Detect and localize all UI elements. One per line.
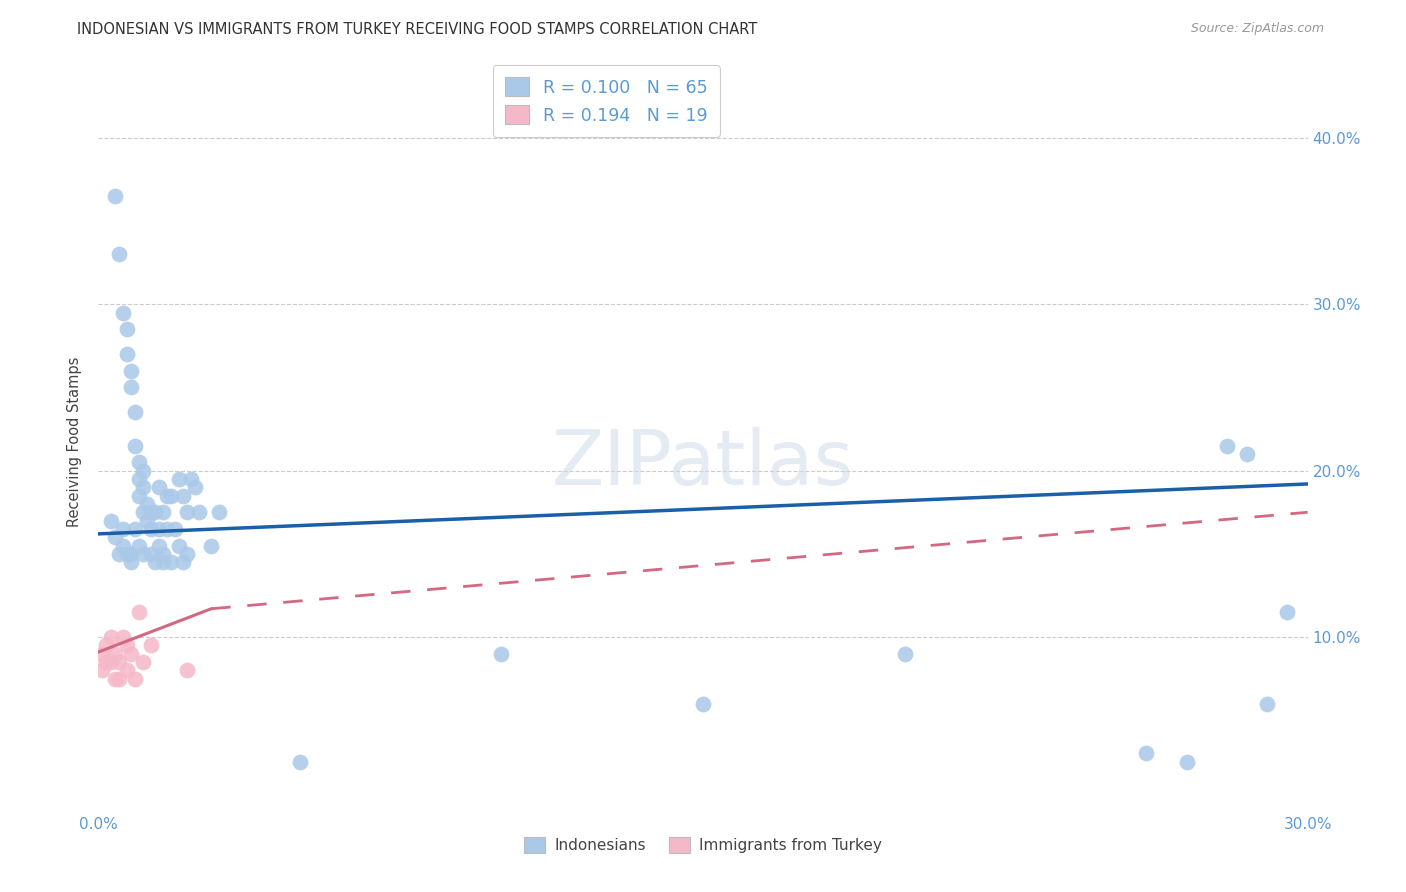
Point <box>184 480 207 494</box>
Point <box>96 655 118 669</box>
Point <box>91 647 114 661</box>
Point <box>160 555 183 569</box>
Point <box>100 630 122 644</box>
Point <box>692 697 714 711</box>
Point <box>176 663 198 677</box>
Point <box>111 522 134 536</box>
Point <box>111 305 134 319</box>
Point <box>148 539 170 553</box>
Point <box>156 522 179 536</box>
Point <box>128 455 150 469</box>
Point <box>152 555 174 569</box>
Point <box>128 472 150 486</box>
Point <box>152 547 174 561</box>
Point <box>1277 605 1299 619</box>
Point <box>124 405 146 419</box>
Point <box>103 189 125 203</box>
Point <box>128 539 150 553</box>
Point <box>1175 755 1198 769</box>
Point <box>148 522 170 536</box>
Point <box>491 647 513 661</box>
Point <box>111 630 134 644</box>
Point <box>148 480 170 494</box>
Point <box>120 380 142 394</box>
Point <box>1135 747 1157 761</box>
Text: ZIPatlas: ZIPatlas <box>551 426 855 500</box>
Y-axis label: Receiving Food Stamps: Receiving Food Stamps <box>67 356 83 527</box>
Point <box>163 522 186 536</box>
Point <box>176 547 198 561</box>
Point <box>132 464 155 478</box>
Point <box>120 547 142 561</box>
Point <box>139 522 162 536</box>
Point <box>100 514 122 528</box>
Point <box>103 672 125 686</box>
Point <box>176 505 198 519</box>
Point <box>132 655 155 669</box>
Point <box>115 638 138 652</box>
Point <box>167 539 190 553</box>
Point <box>115 347 138 361</box>
Point <box>143 555 166 569</box>
Point <box>167 472 190 486</box>
Point <box>124 522 146 536</box>
Point <box>120 364 142 378</box>
Point <box>1256 697 1278 711</box>
Point <box>200 539 222 553</box>
Point <box>115 547 138 561</box>
Point <box>188 505 211 519</box>
Point <box>1216 439 1239 453</box>
Point <box>160 489 183 503</box>
Point <box>893 647 915 661</box>
Point <box>172 555 194 569</box>
Point <box>124 672 146 686</box>
Point <box>132 505 155 519</box>
Point <box>115 322 138 336</box>
Text: INDONESIAN VS IMMIGRANTS FROM TURKEY RECEIVING FOOD STAMPS CORRELATION CHART: INDONESIAN VS IMMIGRANTS FROM TURKEY REC… <box>77 22 758 37</box>
Point <box>288 755 311 769</box>
Point <box>120 647 142 661</box>
Point <box>135 497 157 511</box>
Point <box>120 555 142 569</box>
Point <box>1236 447 1258 461</box>
Point <box>128 605 150 619</box>
Point <box>128 489 150 503</box>
Point <box>172 489 194 503</box>
Point <box>139 547 162 561</box>
Point <box>135 514 157 528</box>
Point <box>107 672 129 686</box>
Point <box>107 655 129 669</box>
Point <box>156 489 179 503</box>
Point <box>100 655 122 669</box>
Point <box>111 539 134 553</box>
Point <box>208 505 231 519</box>
Legend: Indonesians, Immigrants from Turkey: Indonesians, Immigrants from Turkey <box>517 830 889 860</box>
Point <box>139 638 162 652</box>
Point <box>115 663 138 677</box>
Point <box>139 505 162 519</box>
Point <box>152 505 174 519</box>
Point <box>103 647 125 661</box>
Point <box>96 638 118 652</box>
Text: Source: ZipAtlas.com: Source: ZipAtlas.com <box>1191 22 1324 36</box>
Point <box>132 480 155 494</box>
Point <box>132 547 155 561</box>
Point <box>143 505 166 519</box>
Point <box>180 472 202 486</box>
Point <box>103 530 125 544</box>
Point <box>107 547 129 561</box>
Point <box>107 247 129 261</box>
Point <box>91 663 114 677</box>
Point <box>124 439 146 453</box>
